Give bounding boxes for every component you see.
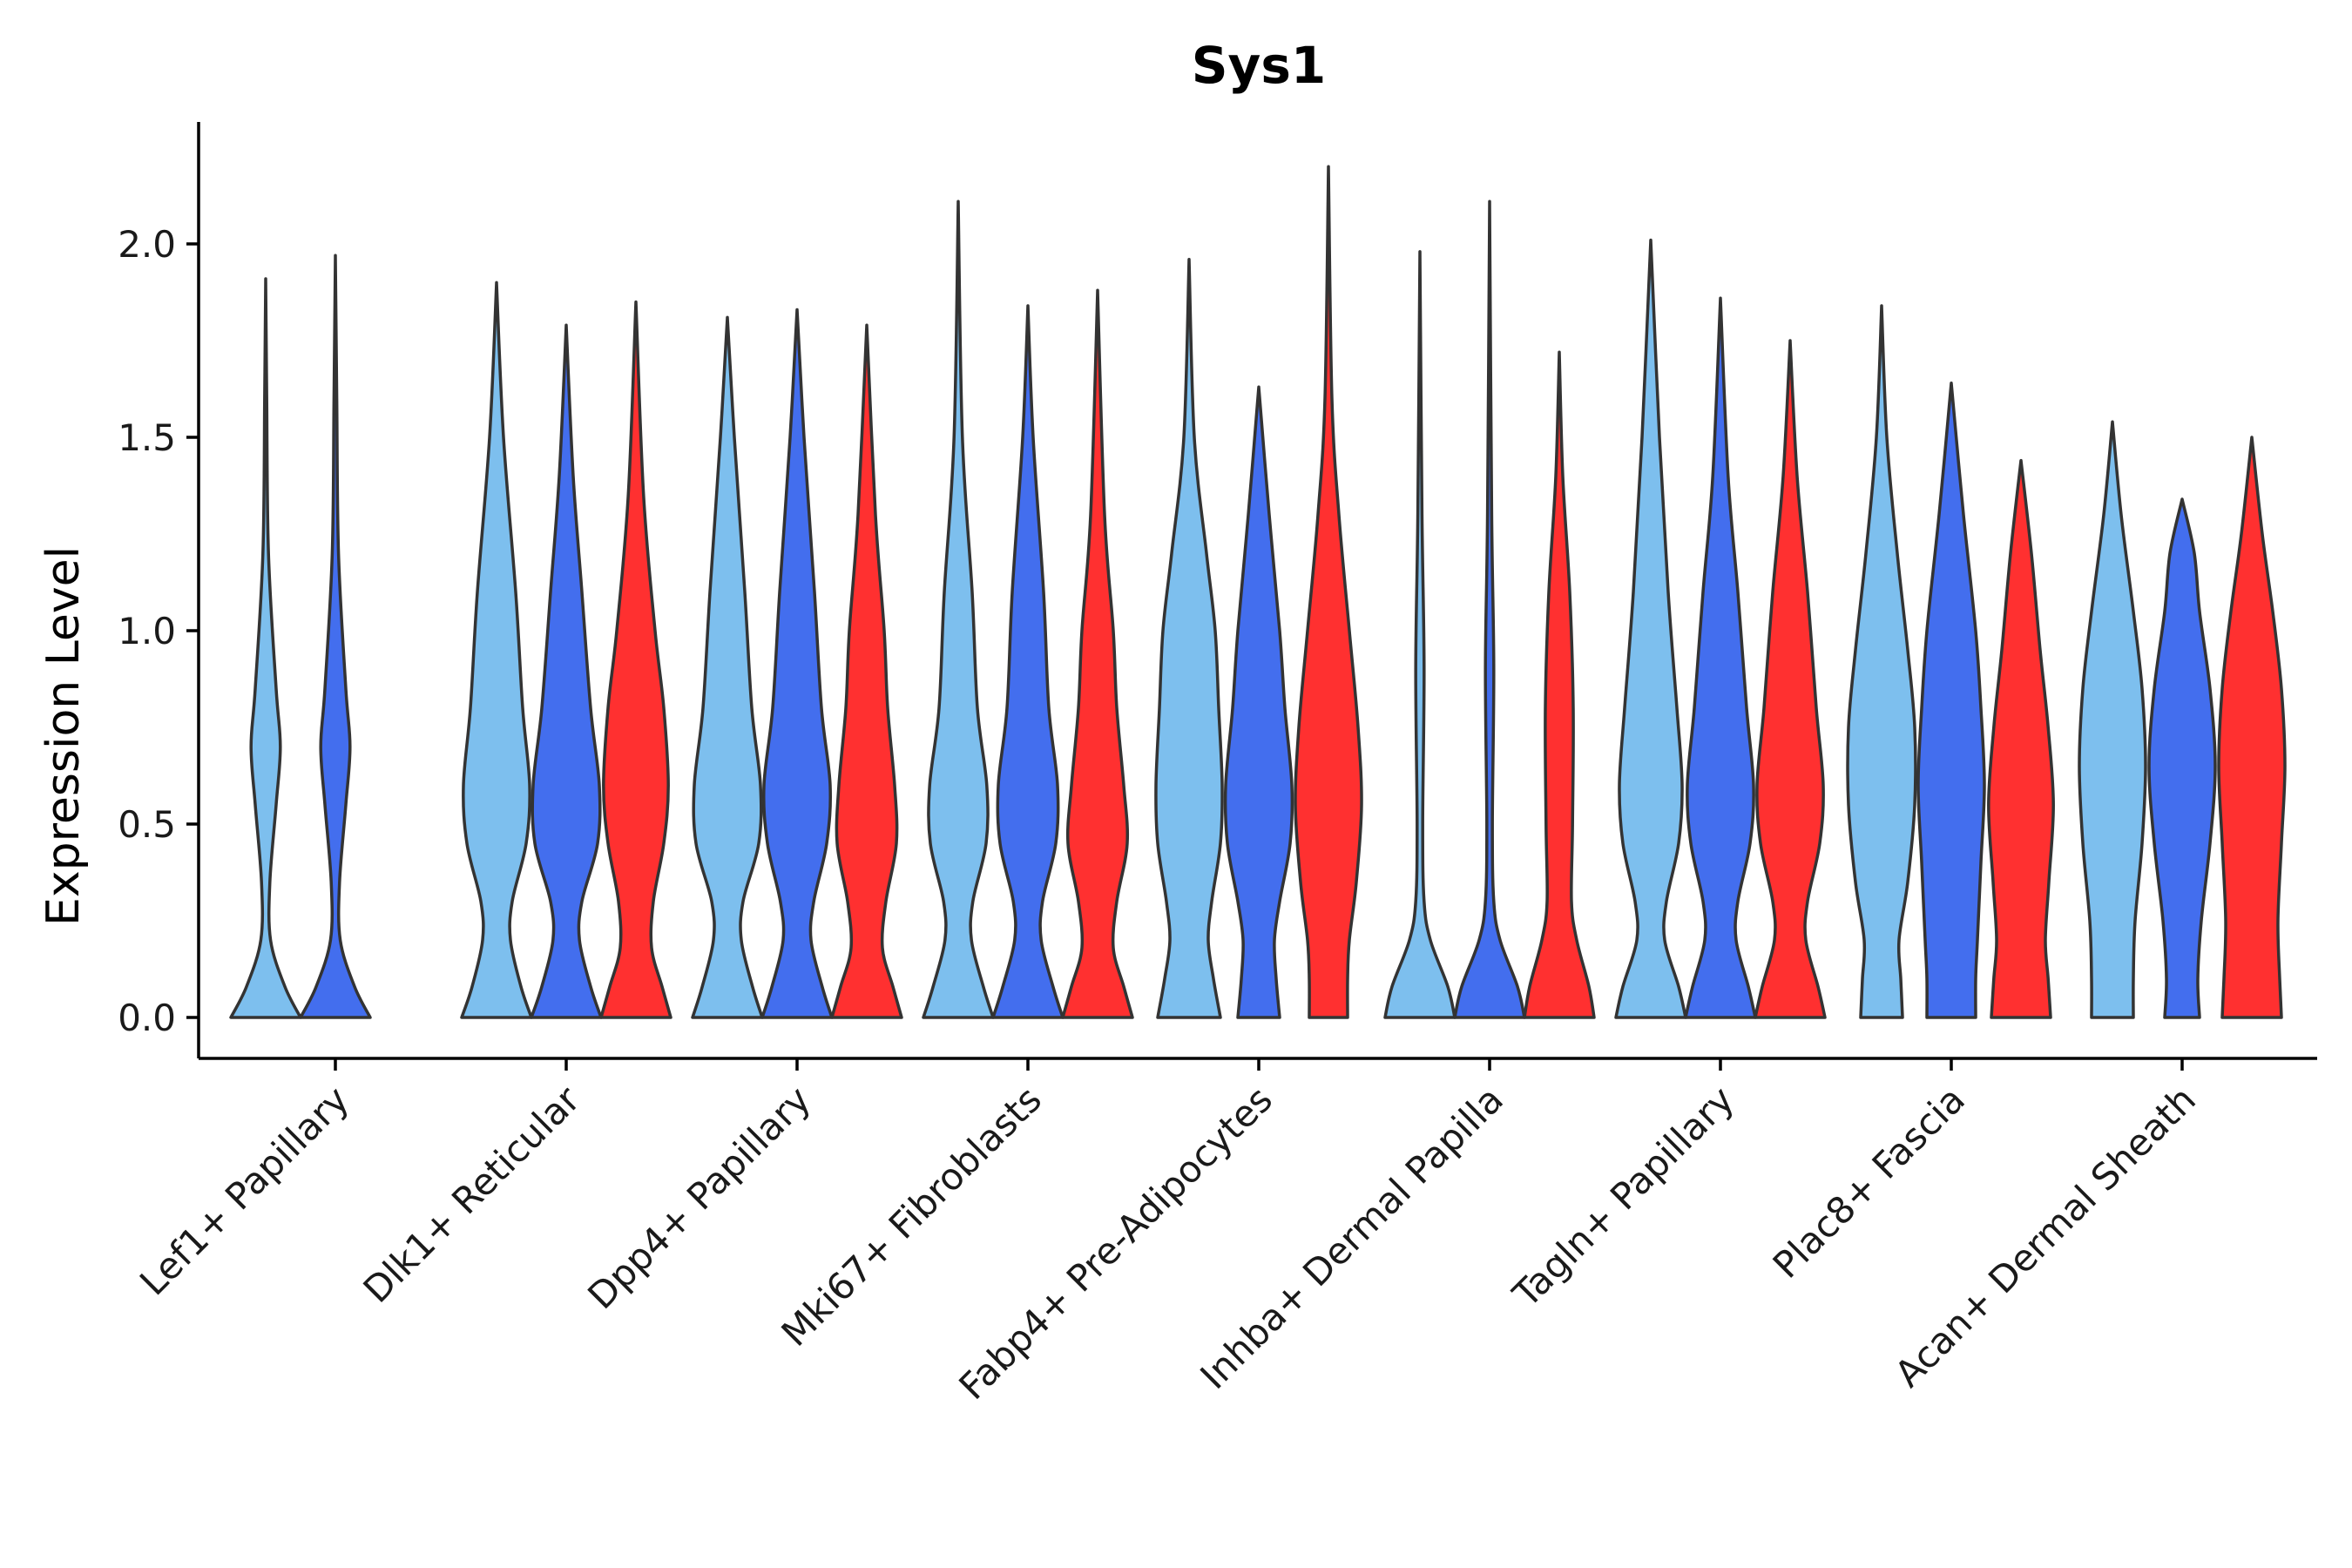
violin-plac8-fascia-group-3: [1987, 458, 2055, 1019]
x-tick-label: Dpp4+ Papillary: [579, 1078, 819, 1317]
violin-dpp4-papillary-group-1: [691, 315, 764, 1019]
x-tick-label: Plac8+ Fascia: [1765, 1078, 1973, 1286]
violin-dlk1-reticular-group-3: [599, 300, 672, 1019]
violin-tagln-papillary-group-1: [1614, 238, 1687, 1019]
chart-title: Sys1: [1192, 36, 1326, 95]
y-tick-label: 2.0: [118, 223, 176, 266]
violin-mki67-fibroblasts-group-1: [922, 199, 995, 1019]
x-tick-label: Lef1+ Papillary: [132, 1078, 357, 1303]
violin-plac8-fascia-group-1: [1846, 304, 1917, 1019]
violin-tagln-papillary-group-2: [1684, 296, 1757, 1019]
violin-dpp4-papillary-group-2: [760, 308, 834, 1019]
violin-lef1-papillary-group-1: [229, 277, 302, 1019]
violin-inhba-dermal-papilla-group-3: [1523, 350, 1596, 1019]
violin-lef1-papillary-group-2: [299, 253, 372, 1019]
violin-inhba-dermal-papilla-group-2: [1453, 199, 1526, 1019]
x-tick-label: Dlk1+ Reticular: [355, 1078, 589, 1311]
x-tick-label: Tagln+ Papillary: [1504, 1078, 1742, 1315]
violin-fabp4-pre-adipocytes-group-2: [1223, 385, 1294, 1019]
violins-group: [229, 165, 2287, 1019]
y-tick-label: 0.0: [118, 997, 176, 1039]
violin-dlk1-reticular-group-2: [530, 323, 603, 1019]
violin-fabp4-pre-adipocytes-group-1: [1154, 258, 1224, 1019]
violin-acan-dermal-sheath-group-3: [2217, 436, 2287, 1019]
violin-tagln-papillary-group-3: [1754, 339, 1827, 1019]
violin-mki67-fibroblasts-group-3: [1061, 288, 1134, 1019]
violin-inhba-dermal-papilla-group-1: [1383, 250, 1456, 1019]
violin-dlk1-reticular-group-1: [460, 280, 533, 1019]
x-tick-label: Mki67+ Fibroblasts: [774, 1078, 1050, 1354]
y-tick-label: 1.5: [118, 416, 176, 459]
violin-mki67-fibroblasts-group-2: [991, 304, 1064, 1019]
y-tick-label: 0.5: [118, 803, 176, 846]
violin-fabp4-pre-adipocytes-group-3: [1294, 165, 1363, 1019]
violin-dpp4-papillary-group-3: [830, 323, 903, 1019]
y-axis-title: Expression Level: [37, 546, 90, 926]
violin-acan-dermal-sheath-group-1: [2078, 420, 2147, 1019]
violin-plac8-fascia-group-2: [1916, 382, 1986, 1019]
y-tick-label: 1.0: [118, 610, 176, 652]
violin-acan-dermal-sheath-group-2: [2147, 497, 2217, 1019]
